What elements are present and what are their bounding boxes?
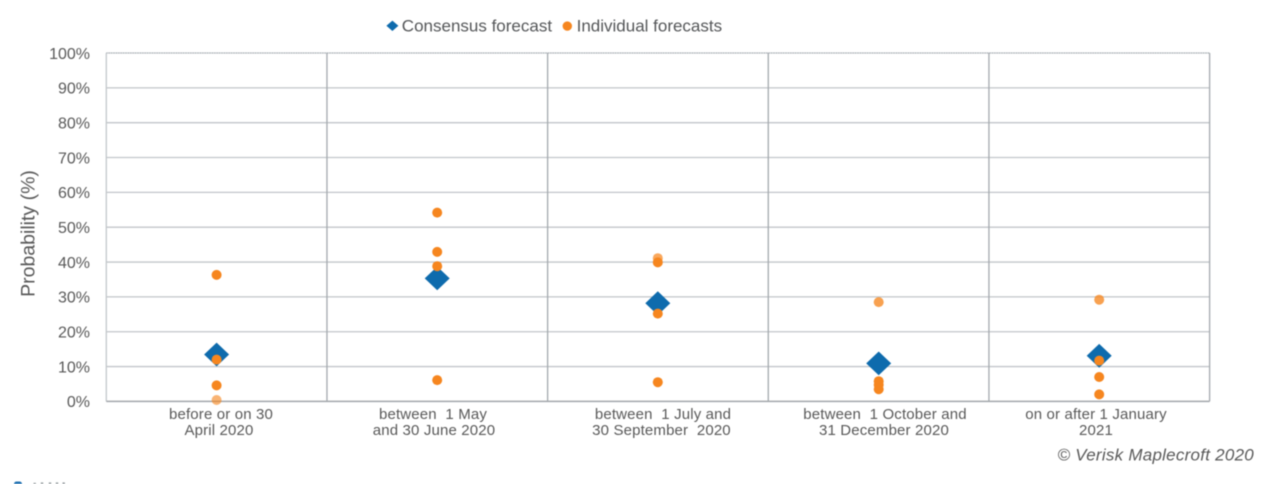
svg-text:between 1 May: between 1 May	[379, 406, 487, 423]
svg-text:before or on 30: before or on 30	[169, 406, 273, 423]
svg-text:100%: 100%	[49, 46, 90, 63]
svg-text:60%: 60%	[58, 185, 90, 202]
svg-text:10%: 10%	[58, 359, 90, 376]
svg-text:on or after 1 January: on or after 1 January	[1025, 406, 1167, 423]
svg-text:2021: 2021	[1079, 422, 1113, 439]
svg-text:31 December 2020: 31 December 2020	[819, 422, 949, 439]
svg-text:0%: 0%	[67, 394, 90, 411]
svg-text:between 1 July and: between 1 July and	[595, 406, 731, 423]
svg-text:20%: 20%	[58, 325, 90, 342]
svg-text:Probability (%): Probability (%)	[18, 170, 40, 297]
svg-text:and 30 June 2020: and 30 June 2020	[373, 422, 496, 439]
svg-text:70%: 70%	[58, 150, 90, 167]
svg-text:80%: 80%	[58, 116, 90, 133]
svg-text:40%: 40%	[58, 255, 90, 272]
svg-text:90%: 90%	[58, 81, 90, 98]
svg-text:© Verisk Maplecroft 2020: © Verisk Maplecroft 2020	[1058, 446, 1255, 465]
svg-text:30 September 2020: 30 September 2020	[592, 422, 731, 439]
svg-text:Individual forecasts: Individual forecasts	[577, 16, 723, 35]
svg-text:between 1 October and: between 1 October and	[803, 406, 966, 423]
svg-text:Consensus forecast: Consensus forecast	[402, 16, 553, 35]
svg-text:April 2020: April 2020	[184, 422, 253, 439]
svg-text:50%: 50%	[58, 220, 90, 237]
svg-text:30%: 30%	[58, 290, 90, 307]
